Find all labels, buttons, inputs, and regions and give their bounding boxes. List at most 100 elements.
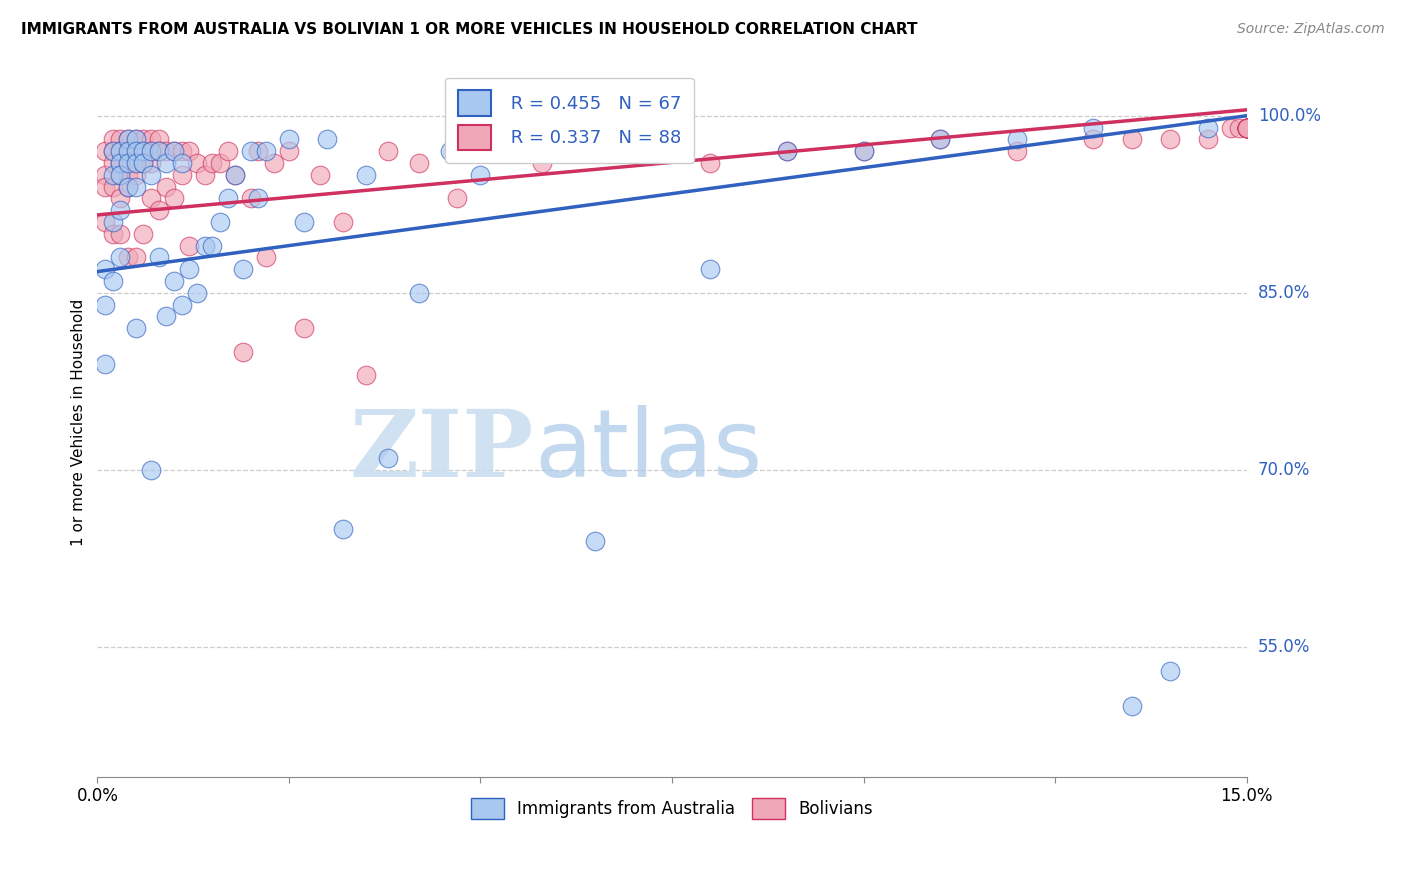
Point xyxy=(94,168,117,182)
Point xyxy=(110,156,132,170)
Point xyxy=(179,144,201,158)
Point xyxy=(117,144,139,158)
Point xyxy=(576,144,599,158)
Point xyxy=(439,144,461,158)
Point xyxy=(232,344,254,359)
Point xyxy=(124,168,146,182)
Point xyxy=(155,144,177,158)
Point xyxy=(179,262,201,277)
Point xyxy=(139,132,162,146)
Point xyxy=(332,522,354,536)
Text: 85.0%: 85.0% xyxy=(1258,284,1310,301)
Point xyxy=(1197,120,1219,135)
Point xyxy=(94,298,117,312)
Point xyxy=(263,156,285,170)
Point xyxy=(117,156,139,170)
Point xyxy=(277,132,299,146)
Point xyxy=(124,156,146,170)
Point xyxy=(638,144,661,158)
Point xyxy=(110,191,132,205)
Point xyxy=(163,274,186,288)
Point xyxy=(132,156,155,170)
Point xyxy=(170,156,193,170)
Point xyxy=(117,251,139,265)
Point xyxy=(546,144,568,158)
Point xyxy=(208,156,231,170)
Point xyxy=(194,238,217,252)
Point xyxy=(110,144,132,158)
Point xyxy=(132,132,155,146)
Point xyxy=(94,357,117,371)
Point xyxy=(1227,120,1250,135)
Point xyxy=(1236,120,1258,135)
Point xyxy=(699,156,721,170)
Point xyxy=(132,144,155,158)
Point xyxy=(101,179,124,194)
Point xyxy=(530,156,553,170)
Text: Source: ZipAtlas.com: Source: ZipAtlas.com xyxy=(1237,22,1385,37)
Point xyxy=(110,132,132,146)
Point xyxy=(354,168,377,182)
Point xyxy=(292,321,315,335)
Point xyxy=(224,168,246,182)
Point xyxy=(179,238,201,252)
Point xyxy=(638,144,661,158)
Point xyxy=(1236,120,1258,135)
Text: 100.0%: 100.0% xyxy=(1258,107,1320,125)
Point xyxy=(94,179,117,194)
Point xyxy=(124,156,146,170)
Point xyxy=(101,215,124,229)
Point xyxy=(377,451,399,466)
Point xyxy=(110,168,132,182)
Point xyxy=(155,310,177,324)
Point xyxy=(110,156,132,170)
Point xyxy=(148,144,170,158)
Point xyxy=(110,144,132,158)
Point xyxy=(163,191,186,205)
Point xyxy=(583,533,606,548)
Point xyxy=(139,156,162,170)
Point xyxy=(1236,120,1258,135)
Text: IMMIGRANTS FROM AUSTRALIA VS BOLIVIAN 1 OR MORE VEHICLES IN HOUSEHOLD CORRELATIO: IMMIGRANTS FROM AUSTRALIA VS BOLIVIAN 1 … xyxy=(21,22,918,37)
Point xyxy=(139,191,162,205)
Point xyxy=(217,191,239,205)
Point xyxy=(194,168,217,182)
Point xyxy=(1220,120,1243,135)
Point xyxy=(110,203,132,218)
Point xyxy=(508,144,530,158)
Point xyxy=(485,144,508,158)
Point xyxy=(308,168,330,182)
Point xyxy=(1236,120,1258,135)
Text: 70.0%: 70.0% xyxy=(1258,461,1310,479)
Text: ZIP: ZIP xyxy=(350,406,534,496)
Point xyxy=(155,156,177,170)
Point xyxy=(94,144,117,158)
Point xyxy=(929,132,952,146)
Point xyxy=(1236,120,1258,135)
Point xyxy=(101,274,124,288)
Point xyxy=(1236,120,1258,135)
Point xyxy=(377,144,399,158)
Point xyxy=(354,368,377,383)
Point xyxy=(117,144,139,158)
Point xyxy=(117,132,139,146)
Point xyxy=(124,251,146,265)
Text: 55.0%: 55.0% xyxy=(1258,638,1310,656)
Point xyxy=(217,144,239,158)
Point xyxy=(408,156,430,170)
Point xyxy=(186,285,208,300)
Point xyxy=(316,132,339,146)
Point xyxy=(117,132,139,146)
Point xyxy=(110,227,132,241)
Point xyxy=(201,156,224,170)
Point xyxy=(124,132,146,146)
Legend: Immigrants from Australia, Bolivians: Immigrants from Australia, Bolivians xyxy=(464,791,880,825)
Point xyxy=(94,215,117,229)
Point xyxy=(101,156,124,170)
Text: atlas: atlas xyxy=(534,405,762,497)
Point xyxy=(124,144,146,158)
Point xyxy=(110,251,132,265)
Point xyxy=(148,132,170,146)
Point xyxy=(1197,132,1219,146)
Point xyxy=(139,144,162,158)
